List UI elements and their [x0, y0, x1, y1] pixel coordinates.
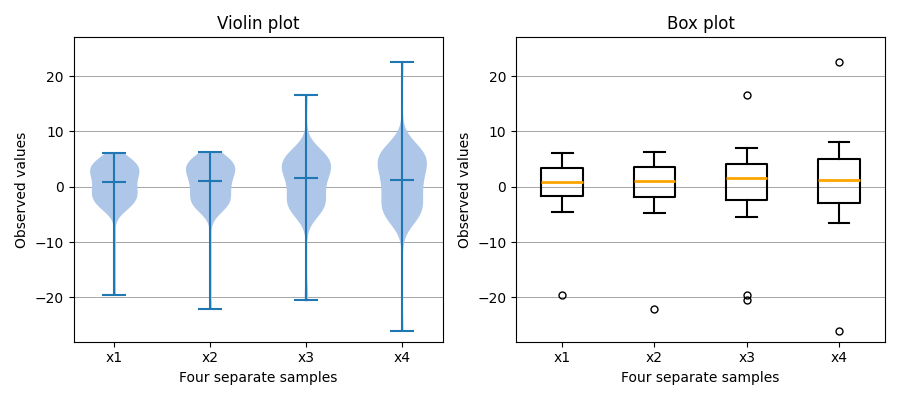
X-axis label: Four separate samples: Four separate samples: [179, 371, 338, 385]
X-axis label: Four separate samples: Four separate samples: [621, 371, 779, 385]
Title: Violin plot: Violin plot: [217, 15, 300, 33]
Y-axis label: Observed values: Observed values: [457, 132, 472, 248]
Y-axis label: Observed values: Observed values: [15, 132, 29, 248]
Title: Box plot: Box plot: [667, 15, 734, 33]
